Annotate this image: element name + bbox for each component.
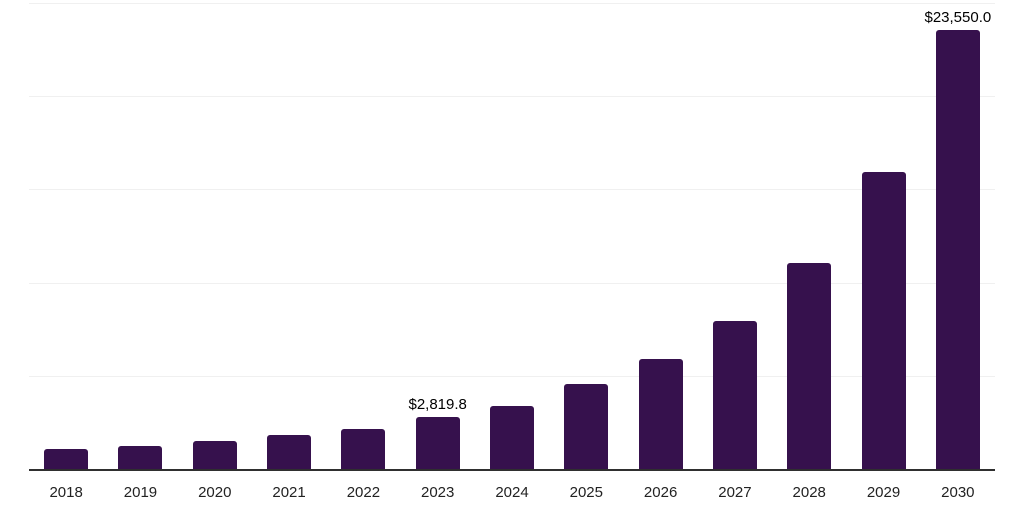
x-tick-2028: 2028	[792, 484, 826, 501]
bar-2023	[415, 417, 460, 470]
x-tick-2023: 2023	[421, 484, 455, 501]
x-tick-2027: 2027	[718, 484, 752, 501]
gridline-10000	[29, 282, 995, 284]
bar-2029	[861, 171, 906, 470]
bar-2019	[118, 445, 163, 470]
gridline-15000	[29, 189, 995, 191]
x-tick-2030: 2030	[941, 484, 975, 501]
x-tick-2018: 2018	[49, 484, 83, 501]
bar-2018	[44, 449, 89, 470]
bar-2021	[267, 435, 312, 470]
bar-2020	[192, 440, 237, 470]
data-label-2023: $2,819.8	[408, 396, 467, 414]
bar-2030	[935, 30, 980, 470]
x-tick-2019: 2019	[123, 484, 158, 501]
x-tick-2029: 2029	[866, 484, 901, 501]
gridline-20000	[29, 95, 995, 97]
x-tick-2020: 2020	[198, 484, 232, 501]
x-tick-2022: 2022	[346, 484, 381, 501]
x-tick-2026: 2026	[643, 484, 678, 501]
x-tick-2021: 2021	[272, 484, 306, 501]
bar-2025	[564, 384, 609, 470]
bar-2026	[638, 359, 683, 470]
bar-2027	[712, 320, 757, 470]
gridline-25000	[29, 2, 995, 4]
bar-2022	[341, 428, 386, 470]
bar-2028	[787, 262, 832, 470]
x-tick-2024: 2024	[495, 484, 529, 501]
x-axis-line	[29, 469, 995, 471]
gridline-5000	[29, 376, 995, 378]
x-tick-2025: 2025	[569, 484, 603, 501]
bar-2024	[490, 406, 534, 470]
data-label-2030: $23,550.0	[924, 9, 992, 27]
